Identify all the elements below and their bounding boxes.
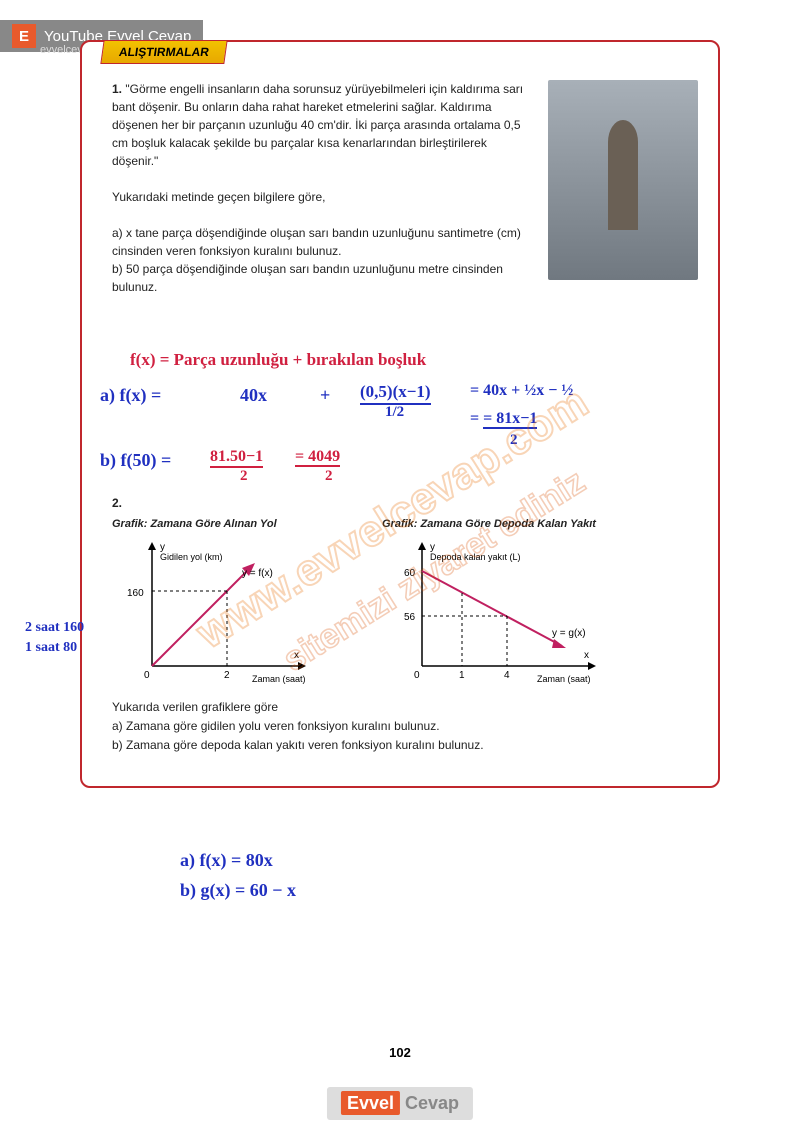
hw-b-bot2: 2 [325,468,333,485]
section-tab: ALIŞTIRMALAR [100,40,227,64]
q2-text2: a) Zamana göre gidilen yolu veren fonksi… [112,717,698,736]
svg-text:1: 1 [459,670,465,681]
svg-text:Gidilen yol (km): Gidilen yol (km) [160,552,223,562]
hw-eq2-den: 2 [510,432,518,449]
footer-logo: Evvel Cevap [327,1087,473,1120]
chart2-title: Grafik: Zamana Göre Depoda Kalan Yakıt [382,518,622,530]
svg-text:Zaman (saat): Zaman (saat) [252,674,306,684]
footer-cevap: Cevap [405,1093,459,1113]
chart-1: Grafik: Zamana Göre Alınan Yol 160 2 0 y… [112,518,352,686]
hw-side1: 2 saat 160 [25,620,84,636]
hw-eq2: = = 81x−1 [470,410,537,428]
q1-number: 1. [112,82,122,96]
chart1-svg: 160 2 0 y Gidilen yol (km) x Zaman (saat… [112,536,332,686]
hw-b-top1: 81.50−1 [210,448,263,468]
banner-badge: E [12,24,36,48]
svg-text:x: x [584,650,589,661]
hw-ans-b: b) g(x) = 60 − x [180,880,296,901]
question-2: 2. Grafik: Zamana Göre Alınan Yol 160 2 … [82,476,718,766]
svg-text:y = g(x): y = g(x) [552,628,586,639]
svg-text:60: 60 [404,568,416,579]
q1-photo [548,80,698,280]
chart2-svg: 60 56 1 4 0 y Depoda kalan yakıt (L) x Z… [382,536,622,686]
q2-number: 2. [112,496,122,510]
hw-a-label: a) f(x) = [100,385,161,406]
hw-b-label: b) f(50) = [100,450,171,471]
q1-line2: Yukarıdaki metinde geçen bilgilere göre, [112,190,325,204]
svg-text:160: 160 [127,588,144,599]
hw-b-eq: = 4049 [295,448,340,466]
q1-text: 1. "Görme engelli insanların daha soruns… [112,80,536,296]
hw-ans-a: a) f(x) = 80x [180,850,273,871]
hw-side2: 1 saat 80 [25,640,77,656]
q2-text-block: Yukarıda verilen grafiklere göre a) Zama… [112,698,698,756]
q2-text3: b) Zamana göre depoda kalan yakıtı veren… [112,736,698,755]
chart-row: Grafik: Zamana Göre Alınan Yol 160 2 0 y… [112,518,698,686]
hw-40x: 40x [240,385,267,406]
svg-text:56: 56 [404,612,416,623]
hw-frac-bot: 1/2 [385,404,404,421]
q1-b: b) 50 parça döşendiğinde oluşan sarı ban… [112,262,503,294]
page-number: 102 [389,1045,411,1060]
footer-evvel: Evvel [341,1091,400,1115]
svg-text:4: 4 [504,670,510,681]
question-1: 1. "Görme engelli insanların daha soruns… [82,52,718,306]
svg-text:x: x [294,650,299,661]
hw-b-bot1: 2 [240,468,248,485]
svg-text:0: 0 [414,670,420,681]
svg-text:0: 0 [144,670,150,681]
hw-frac-top: (0,5)(x−1) [360,382,431,405]
q2-text1: Yukarıda verilen grafiklere göre [112,698,698,717]
hw-plus: + [320,385,330,406]
chart1-title: Grafik: Zamana Göre Alınan Yol [112,518,352,530]
svg-text:Depoda kalan yakıt (L): Depoda kalan yakıt (L) [430,552,521,562]
chart-2: Grafik: Zamana Göre Depoda Kalan Yakıt 6… [382,518,622,686]
svg-text:Zaman (saat): Zaman (saat) [537,674,591,684]
svg-text:2: 2 [224,670,230,681]
q1-a: a) x tane parça döşendiğinde oluşan sarı… [112,226,521,258]
hw-eq1: = 40x + ½x − ½ [470,382,573,400]
hw-line1: f(x) = Parça uzunluğu + bırakılan boşluk [130,350,426,370]
svg-text:y = f(x): y = f(x) [242,568,273,579]
q1-body: "Görme engelli insanların daha sorunsuz … [112,82,523,168]
